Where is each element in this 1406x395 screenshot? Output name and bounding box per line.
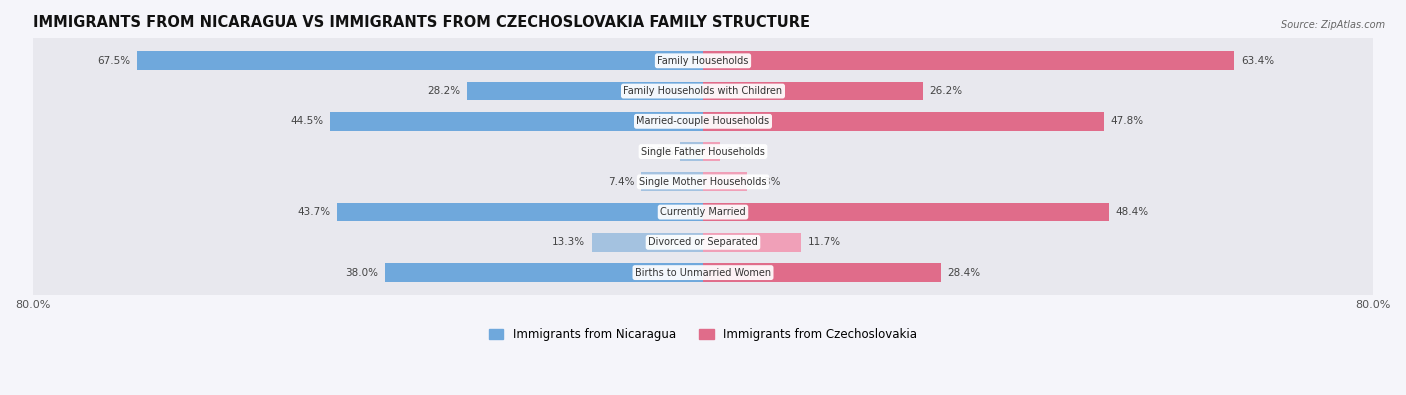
Text: Single Father Households: Single Father Households <box>641 147 765 156</box>
Bar <box>641 173 703 191</box>
Text: 28.4%: 28.4% <box>948 267 981 278</box>
Text: Source: ZipAtlas.com: Source: ZipAtlas.com <box>1281 20 1385 30</box>
Bar <box>681 142 703 161</box>
Text: 43.7%: 43.7% <box>297 207 330 217</box>
Bar <box>703 51 1234 70</box>
Text: Births to Unmarried Women: Births to Unmarried Women <box>636 267 770 278</box>
Bar <box>703 203 1108 222</box>
Text: 26.2%: 26.2% <box>929 86 962 96</box>
Bar <box>337 203 703 222</box>
Text: Currently Married: Currently Married <box>661 207 745 217</box>
Text: 48.4%: 48.4% <box>1115 207 1149 217</box>
Text: IMMIGRANTS FROM NICARAGUA VS IMMIGRANTS FROM CZECHOSLOVAKIA FAMILY STRUCTURE: IMMIGRANTS FROM NICARAGUA VS IMMIGRANTS … <box>32 15 810 30</box>
FancyBboxPatch shape <box>30 37 1376 85</box>
Text: 67.5%: 67.5% <box>97 56 131 66</box>
Text: 5.3%: 5.3% <box>754 177 780 187</box>
Text: 63.4%: 63.4% <box>1241 56 1274 66</box>
Bar <box>703 233 801 252</box>
FancyBboxPatch shape <box>30 98 1376 145</box>
Bar <box>385 263 703 282</box>
Text: Single Mother Households: Single Mother Households <box>640 177 766 187</box>
Text: 13.3%: 13.3% <box>551 237 585 247</box>
Bar <box>467 82 703 100</box>
Bar <box>138 51 703 70</box>
FancyBboxPatch shape <box>30 68 1376 115</box>
Text: Family Households with Children: Family Households with Children <box>623 86 783 96</box>
Bar <box>703 263 941 282</box>
Bar <box>703 112 1104 131</box>
Bar <box>703 82 922 100</box>
Text: Divorced or Separated: Divorced or Separated <box>648 237 758 247</box>
Text: 28.2%: 28.2% <box>427 86 460 96</box>
FancyBboxPatch shape <box>30 128 1376 175</box>
Text: Family Households: Family Households <box>658 56 748 66</box>
Bar <box>703 142 720 161</box>
Bar <box>592 233 703 252</box>
FancyBboxPatch shape <box>30 188 1376 236</box>
Legend: Immigrants from Nicaragua, Immigrants from Czechoslovakia: Immigrants from Nicaragua, Immigrants fr… <box>484 324 922 346</box>
FancyBboxPatch shape <box>30 249 1376 296</box>
Text: 11.7%: 11.7% <box>807 237 841 247</box>
FancyBboxPatch shape <box>30 158 1376 205</box>
Bar <box>703 173 748 191</box>
Text: 44.5%: 44.5% <box>290 116 323 126</box>
Text: 2.0%: 2.0% <box>727 147 752 156</box>
Text: Married-couple Households: Married-couple Households <box>637 116 769 126</box>
FancyBboxPatch shape <box>30 219 1376 266</box>
Text: 7.4%: 7.4% <box>607 177 634 187</box>
Text: 2.7%: 2.7% <box>647 147 673 156</box>
Text: 47.8%: 47.8% <box>1111 116 1143 126</box>
Bar <box>330 112 703 131</box>
Text: 38.0%: 38.0% <box>344 267 378 278</box>
